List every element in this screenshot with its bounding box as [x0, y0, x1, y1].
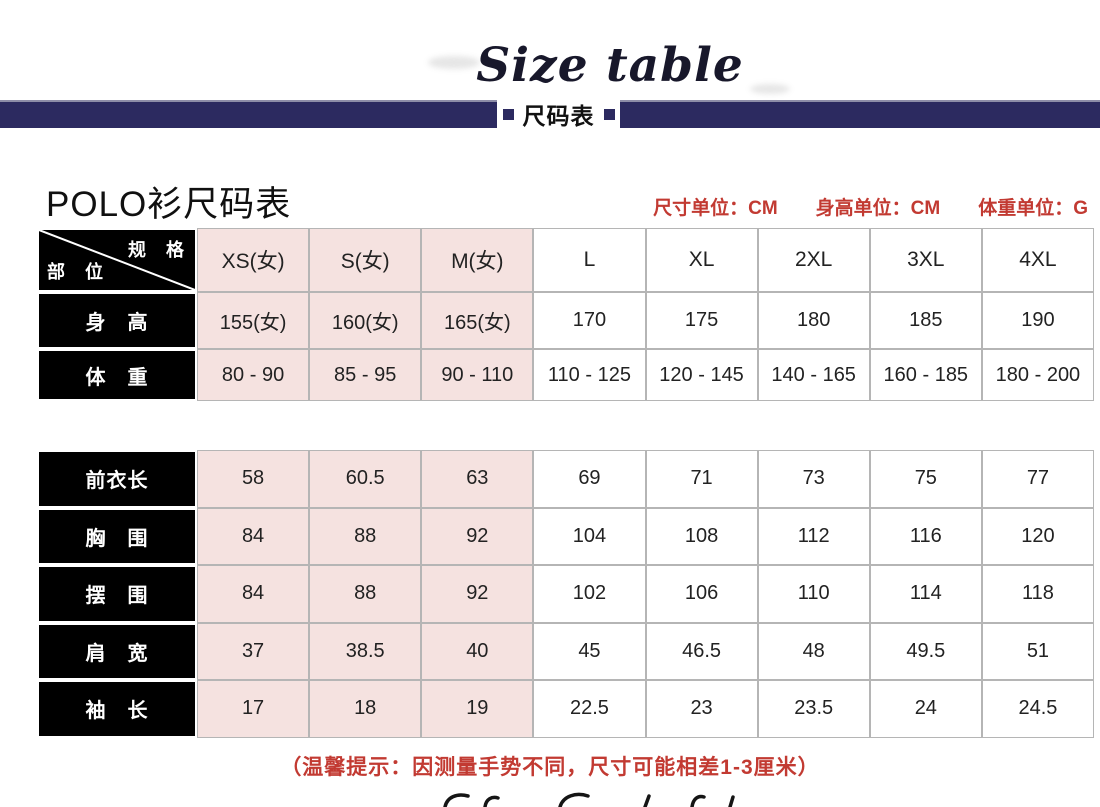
value-cell: 112	[757, 507, 870, 565]
value-cell: 110	[757, 565, 870, 623]
value-cell: 114	[869, 565, 982, 623]
value-cell: 73	[757, 450, 870, 508]
value-cell: 92	[421, 507, 534, 565]
value-cell: 40	[421, 622, 534, 680]
value-cell: 120 - 145	[645, 349, 758, 401]
row-label: 摆 围	[37, 565, 197, 623]
column-header: L	[533, 228, 646, 292]
value-cell: 120	[981, 507, 1094, 565]
value-cell: 23	[645, 680, 758, 738]
size-table-top: 规 格 部 位 XS(女) S(女) M(女) L XL 2XL 3XL 4XL 身 高 155(…	[37, 228, 1094, 401]
size-table-bottom: 前衣长 58 60.5 63 69 71 73 75 77 胸 围 84 88 92 104 108 112 1…	[37, 450, 1094, 738]
value-cell: 51	[981, 622, 1094, 680]
value-cell: 88	[309, 507, 422, 565]
corner-spec-label: 规 格	[128, 240, 185, 260]
value-cell: 90 - 110	[421, 349, 534, 401]
row-label: 袖 长	[37, 680, 197, 738]
value-cell: 165(女)	[421, 292, 534, 349]
row-label: 胸 围	[37, 507, 197, 565]
value-cell: 22.5	[533, 680, 646, 738]
unit-height-label: 身高单位：CM	[815, 198, 941, 219]
page-title: Size table	[476, 38, 744, 93]
value-cell: 116	[869, 507, 982, 565]
row-label: 体 重	[37, 349, 197, 401]
row-label: 前衣长	[37, 450, 197, 508]
value-cell: 88	[309, 565, 422, 623]
value-cell: 63	[421, 450, 534, 508]
value-cell: 180 - 200	[981, 349, 1094, 401]
corner-part-label: 部 位	[47, 262, 104, 282]
cutoff-glyph-tops	[443, 792, 735, 807]
value-cell: 175	[645, 292, 758, 349]
value-cell: 118	[981, 565, 1094, 623]
watermark-smudge	[428, 56, 480, 69]
column-header: 3XL	[869, 228, 982, 292]
value-cell: 190	[981, 292, 1094, 349]
diagonal-line	[39, 230, 195, 290]
column-header: M(女)	[421, 228, 534, 292]
banner-bar-left	[0, 100, 497, 128]
value-cell: 102	[533, 565, 646, 623]
value-cell: 24	[869, 680, 982, 738]
value-cell: 38.5	[309, 622, 422, 680]
row-label: 肩 宽	[37, 622, 197, 680]
value-cell: 108	[645, 507, 758, 565]
value-cell: 155(女)	[197, 292, 310, 349]
value-cell: 60.5	[309, 450, 422, 508]
value-cell: 19	[421, 680, 534, 738]
units-row: 尺寸单位：CM 身高单位：CM 体重单位：G	[653, 193, 1088, 220]
value-cell: 75	[869, 450, 982, 508]
value-cell: 180	[757, 292, 870, 349]
column-header: XL	[645, 228, 758, 292]
corner-cell: 规 格 部 位	[37, 228, 197, 292]
value-cell: 140 - 165	[757, 349, 870, 401]
value-cell: 45	[533, 622, 646, 680]
value-cell: 37	[197, 622, 310, 680]
value-cell: 46.5	[645, 622, 758, 680]
value-cell: 18	[309, 680, 422, 738]
column-header: S(女)	[309, 228, 422, 292]
value-cell: 24.5	[981, 680, 1094, 738]
banner-label: 尺码表	[497, 98, 620, 130]
value-cell: 185	[869, 292, 982, 349]
value-cell: 110 - 125	[533, 349, 646, 401]
value-cell: 104	[533, 507, 646, 565]
banner-square-left-icon	[502, 108, 514, 120]
unit-weight-label: 体重单位：G	[978, 198, 1088, 219]
value-cell: 106	[645, 565, 758, 623]
value-cell: 170	[533, 292, 646, 349]
value-cell: 17	[197, 680, 310, 738]
watermark-smudge	[750, 84, 790, 94]
value-cell: 84	[197, 565, 310, 623]
value-cell: 23.5	[757, 680, 870, 738]
column-header: 2XL	[757, 228, 870, 292]
value-cell: 92	[421, 565, 534, 623]
value-cell: 71	[645, 450, 758, 508]
column-header: XS(女)	[197, 228, 310, 292]
note-text: （温馨提示：因测量手势不同，尺寸可能相差1-3厘米）	[280, 756, 820, 779]
table-heading: POLO衫尺码表	[46, 185, 292, 224]
value-cell: 160 - 185	[869, 349, 982, 401]
value-cell: 84	[197, 507, 310, 565]
banner-title: 尺码表	[522, 103, 595, 129]
value-cell: 69	[533, 450, 646, 508]
value-cell: 77	[981, 450, 1094, 508]
unit-size-label: 尺寸单位：CM	[653, 198, 778, 219]
value-cell: 58	[197, 450, 310, 508]
bottom-cutoff-text-decoration	[430, 792, 790, 807]
banner-square-right-icon	[603, 108, 615, 120]
banner-bar-right	[620, 100, 1100, 128]
column-header: 4XL	[981, 228, 1094, 292]
row-label: 身 高	[37, 292, 197, 349]
value-cell: 160(女)	[309, 292, 422, 349]
value-cell: 48	[757, 622, 870, 680]
value-cell: 80 - 90	[197, 349, 310, 401]
value-cell: 49.5	[869, 622, 982, 680]
value-cell: 85 - 95	[309, 349, 422, 401]
